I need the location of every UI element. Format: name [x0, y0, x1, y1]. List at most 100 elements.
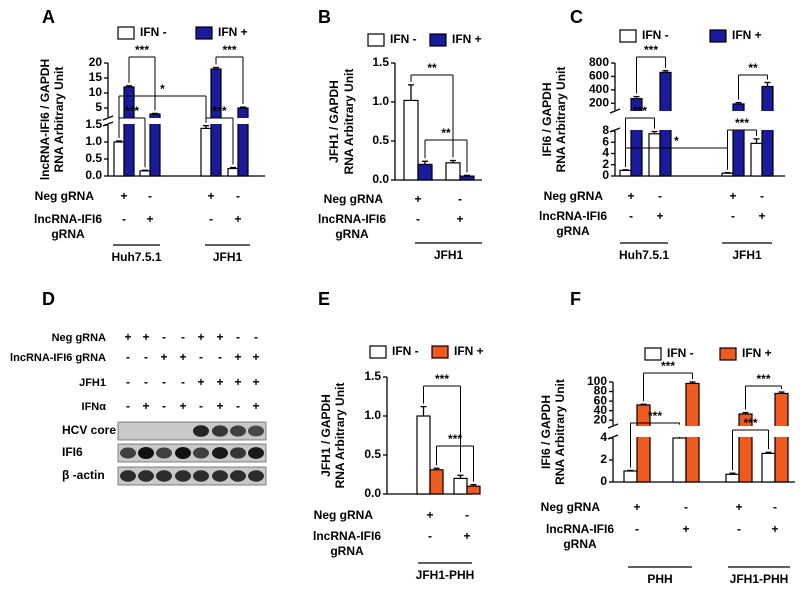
sign: +: [234, 212, 241, 226]
y-axis-label: RNA Arbitrary Unit: [553, 379, 567, 485]
panel-label: F: [570, 289, 581, 309]
bar: [403, 99, 419, 181]
blot-band: [193, 470, 209, 482]
y-tick-label: 0.0: [364, 486, 381, 500]
legend-swatch: [709, 29, 727, 43]
bar: [721, 172, 734, 177]
row-label: Neg gRNA: [314, 508, 374, 522]
sign: +: [729, 189, 736, 203]
blot-band: [193, 447, 209, 459]
sign: +: [252, 399, 259, 413]
blot-band: [175, 447, 191, 459]
row-label: lncRNA-IFI6: [318, 212, 386, 226]
axis-break-mark: [102, 121, 114, 127]
bar: [459, 175, 475, 181]
annotation: **: [427, 61, 437, 75]
blot-band: [248, 425, 264, 437]
panel-label: B: [318, 7, 331, 27]
sign: -: [126, 399, 130, 413]
annotation: ***: [756, 372, 770, 386]
sign: -: [209, 212, 213, 226]
band-label: IFI6: [62, 445, 83, 459]
row-label: gRNA: [51, 227, 85, 241]
legend-swatch: [429, 33, 447, 47]
panel-label: A: [42, 7, 55, 27]
blot-strip: [117, 421, 267, 441]
annotation: **: [748, 61, 758, 75]
blot-band: [120, 470, 136, 482]
bar: [774, 392, 789, 483]
annotation: ***: [644, 43, 658, 57]
sign: +: [216, 375, 223, 389]
group-label: JFH1: [434, 248, 464, 262]
blot-band: [248, 447, 264, 459]
y-tick-label: 600: [589, 69, 609, 83]
sign: -: [144, 375, 148, 389]
y-tick-label: 1.5: [85, 117, 102, 131]
sign: -: [254, 330, 258, 344]
row-label: Neg gRNA: [541, 500, 601, 514]
sign: -: [148, 189, 152, 203]
y-tick-label: 8: [602, 123, 609, 137]
blot-band: [156, 470, 172, 482]
sign: +: [179, 399, 186, 413]
y-tick-label: 0: [600, 474, 607, 488]
y-axis-label: IFI6 / GAPDH: [539, 395, 553, 469]
sign: -: [428, 529, 432, 543]
axis-break: [607, 426, 797, 437]
blot-band: [120, 447, 136, 459]
axis-break: [609, 111, 787, 130]
annotation: ***: [633, 104, 647, 118]
legend-swatch: [367, 33, 385, 47]
y-tick-label: 1.0: [364, 408, 381, 422]
y-tick-label: 2: [602, 157, 609, 171]
blot-band: [212, 470, 228, 482]
row-label: JFH1: [79, 377, 106, 389]
legend-label: IFN +: [218, 25, 248, 39]
axis-break-mark: [102, 115, 114, 121]
group-label: JFH1: [213, 250, 243, 264]
bar: [466, 485, 481, 495]
y-tick-label: 60: [594, 393, 608, 407]
bar: [761, 452, 776, 483]
y-axis-label: RNA Arbitrary Unit: [333, 383, 347, 489]
y-tick-label: 0.0: [372, 172, 389, 186]
row-label: lncRNA-IFI6: [34, 212, 102, 226]
bar: [200, 127, 212, 177]
sign: -: [773, 500, 777, 514]
annotation: ***: [435, 372, 449, 386]
y-axis-label: RNA Arbitrary Unit: [52, 67, 66, 173]
sign: +: [142, 330, 149, 344]
bar: [725, 473, 740, 483]
annotation: ***: [735, 116, 749, 130]
row-label: lncRNA-IFI6: [539, 209, 607, 223]
bar: [619, 169, 632, 177]
axis-break-mark: [609, 127, 621, 133]
y-tick-label: 40: [594, 403, 608, 417]
bar: [672, 437, 687, 483]
annotation: **: [441, 126, 451, 140]
bar: [648, 133, 661, 177]
blot-band: [230, 425, 246, 437]
annotation: *: [674, 134, 679, 148]
y-tick-label: 6: [602, 134, 609, 148]
sign: +: [197, 330, 204, 344]
sign: -: [629, 209, 633, 223]
row-label: IFNα: [82, 401, 107, 413]
group-label: Huh7.5.1: [111, 250, 161, 264]
band-label: β -actin: [62, 468, 105, 482]
axis-break: [102, 118, 267, 124]
sign: +: [758, 209, 765, 223]
legend-swatch: [369, 345, 387, 359]
blot-band: [212, 447, 228, 459]
row-label: gRNA: [563, 537, 597, 551]
sign: +: [252, 375, 259, 389]
sign: -: [658, 189, 662, 203]
bar: [623, 470, 638, 483]
sign: -: [181, 375, 185, 389]
annotation: ***: [743, 416, 757, 430]
legend-swatch: [117, 26, 135, 40]
group-label: PHH: [647, 572, 672, 586]
blot-band: [138, 470, 154, 482]
blot-band: [248, 470, 264, 482]
